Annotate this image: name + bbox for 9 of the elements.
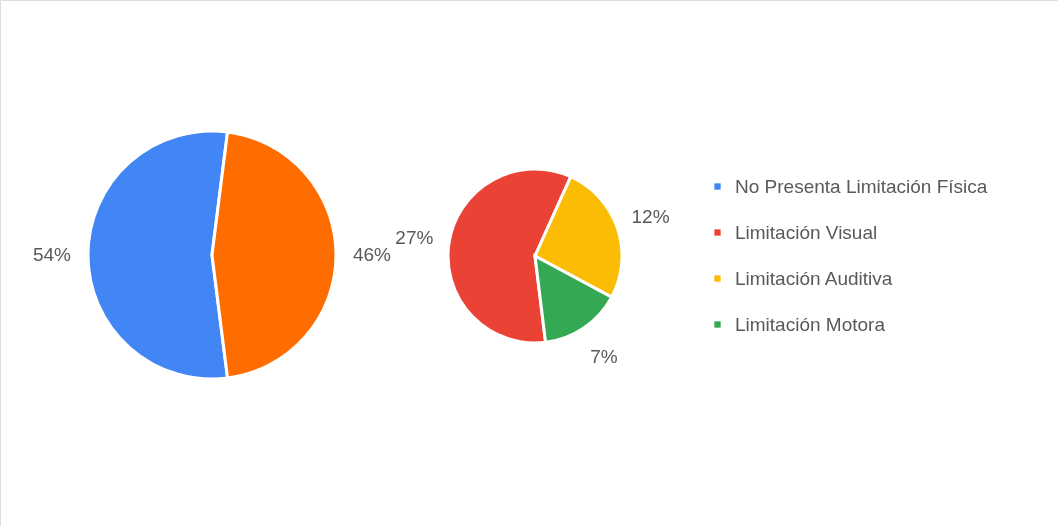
legend-label: No Presenta Limitación Física xyxy=(735,175,988,197)
data-label: 7% xyxy=(590,345,618,367)
data-label: 46% xyxy=(352,244,392,265)
legend-label: Limitación Auditiva xyxy=(735,267,893,289)
data-label: 12% xyxy=(631,205,670,227)
data-label: 27% xyxy=(395,226,434,248)
data-label: 54% xyxy=(32,244,72,265)
legend-label: Limitación Motora xyxy=(735,313,886,335)
legend-label: Limitación Visual xyxy=(735,221,878,243)
